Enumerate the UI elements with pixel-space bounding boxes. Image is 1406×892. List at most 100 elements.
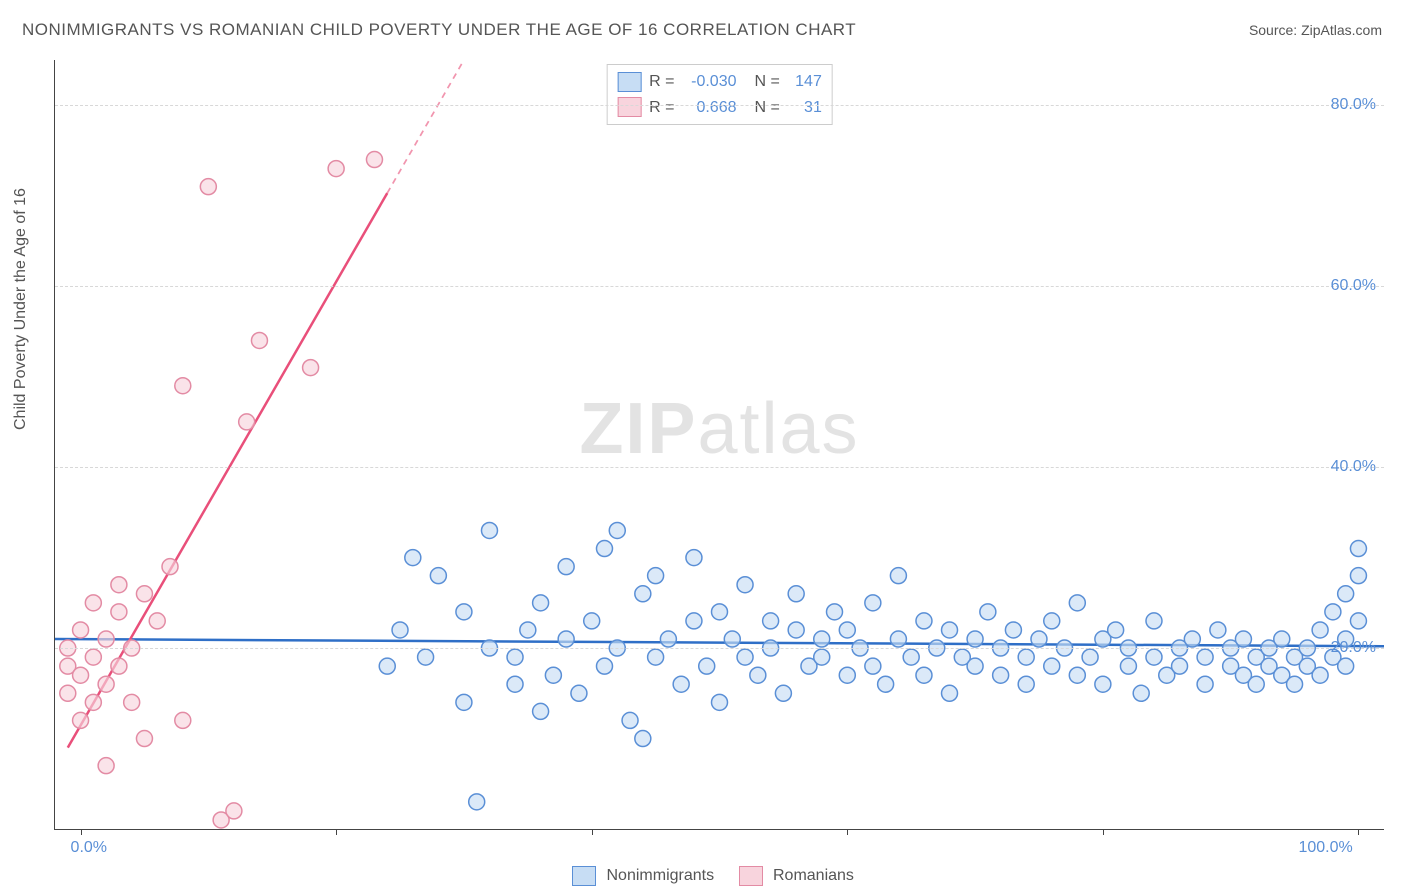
data-point [814,649,830,665]
data-point [1312,622,1328,638]
legend-swatch-romanians [739,866,763,886]
data-point [865,595,881,611]
legend-r-value: 0.668 [683,95,737,121]
data-point [1350,613,1366,629]
data-point [942,622,958,638]
header-row: NONIMMIGRANTS VS ROMANIAN CHILD POVERTY … [22,20,1382,40]
data-point [1082,649,1098,665]
data-point [136,731,152,747]
legend-n-label: N = [755,95,780,121]
data-point [175,712,191,728]
data-point [392,622,408,638]
data-point [1210,622,1226,638]
data-point [507,649,523,665]
data-point [98,631,114,647]
data-point [916,667,932,683]
data-point [967,631,983,647]
data-point [111,604,127,620]
data-point [162,559,178,575]
data-point [175,378,191,394]
xtick-mark [592,829,593,835]
data-point [1184,631,1200,647]
data-point [1338,658,1354,674]
data-point [1325,604,1341,620]
legend-n-label: N = [755,69,780,95]
data-point [1120,658,1136,674]
xtick-label: 0.0% [71,839,107,857]
data-point [1146,613,1162,629]
data-point [571,685,587,701]
data-point [648,649,664,665]
y-axis-label: Child Poverty Under the Age of 16 [12,188,30,430]
data-point [149,613,165,629]
gridline-h [55,105,1384,106]
data-point [239,414,255,430]
data-point [788,586,804,602]
data-point [1146,649,1162,665]
data-point [366,152,382,168]
data-point [85,649,101,665]
data-point [456,694,472,710]
series-legend: Nonimmigrants Romanians [0,866,1406,886]
data-point [303,360,319,376]
ytick-label: 60.0% [1331,277,1376,295]
legend-r-label: R = [649,95,674,121]
xtick-mark [81,829,82,835]
data-point [136,586,152,602]
data-point [660,631,676,647]
data-point [980,604,996,620]
data-point [200,179,216,195]
xtick-mark [1103,829,1104,835]
data-point [686,550,702,566]
data-point [763,613,779,629]
data-point [1108,622,1124,638]
data-point [481,522,497,538]
data-point [622,712,638,728]
data-point [60,685,76,701]
legend-row-2: R = 0.668 N = 31 [617,95,822,121]
data-point [699,658,715,674]
legend-n-value: 147 [788,69,822,95]
data-point [890,568,906,584]
xtick-mark [336,829,337,835]
correlation-legend: R = -0.030 N = 147 R = 0.668 N = 31 [606,64,833,125]
data-point [1248,676,1264,692]
data-point [507,676,523,692]
data-point [635,731,651,747]
data-point [1095,676,1111,692]
legend-swatch-blue [617,72,641,92]
ytick-label: 40.0% [1331,458,1376,476]
data-point [686,613,702,629]
data-point [814,631,830,647]
data-point [1197,649,1213,665]
data-point [1018,649,1034,665]
data-point [73,667,89,683]
xtick-mark [1358,829,1359,835]
gridline-h [55,286,1384,287]
data-point [456,604,472,620]
gridline-h [55,648,1384,649]
data-point [788,622,804,638]
data-point [1172,658,1188,674]
data-point [1069,595,1085,611]
xtick-mark [847,829,848,835]
data-point [328,161,344,177]
data-point [596,658,612,674]
data-point [1069,667,1085,683]
data-point [533,703,549,719]
data-point [839,667,855,683]
data-point [1350,568,1366,584]
data-point [1338,586,1354,602]
legend-n-value: 31 [788,95,822,121]
data-point [890,631,906,647]
data-point [73,712,89,728]
data-point [1031,631,1047,647]
data-point [98,676,114,692]
data-point [430,568,446,584]
data-point [993,667,1009,683]
data-point [1350,541,1366,557]
ytick-label: 80.0% [1331,96,1376,114]
data-point [85,595,101,611]
data-point [635,586,651,602]
data-point [124,694,140,710]
